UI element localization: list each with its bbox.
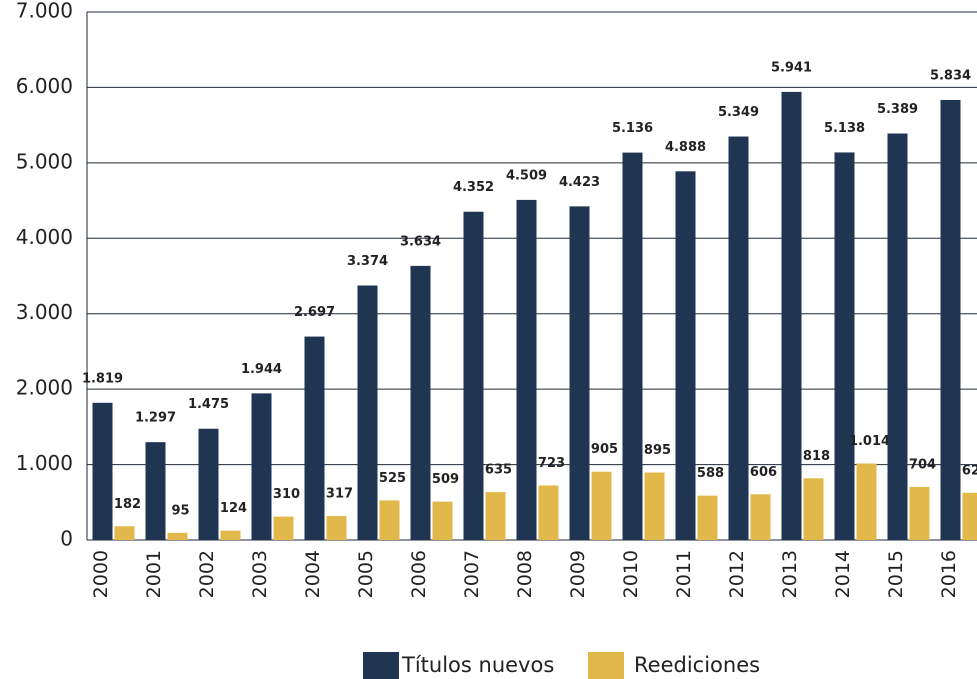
bar [410, 265, 431, 540]
x-tick-label: 2007 [461, 550, 483, 598]
bar [304, 336, 325, 540]
value-label: 182 [114, 497, 141, 512]
x-tick-label: 2008 [514, 550, 536, 598]
value-label: 124 [220, 501, 247, 516]
x-tick-label: 2009 [567, 550, 589, 598]
x-tick-label: 2001 [143, 550, 165, 598]
y-tick-label: 0 [60, 527, 73, 551]
bar [485, 492, 506, 540]
x-tick-label: 2006 [408, 550, 430, 598]
bar [379, 500, 400, 540]
bar [834, 152, 855, 540]
value-label: 4.352 [453, 180, 494, 195]
bar [697, 495, 718, 540]
value-label: 4.423 [559, 175, 600, 190]
value-label: 704 [909, 457, 936, 472]
x-tick-label: 2004 [302, 550, 324, 598]
bar [569, 206, 590, 540]
legend-swatch [588, 652, 624, 679]
value-label: 723 [538, 456, 565, 471]
value-label: 1.475 [188, 397, 229, 412]
bar [357, 285, 378, 540]
value-label: 3.374 [347, 254, 388, 269]
y-tick-label: 6.000 [16, 74, 73, 98]
bar [887, 133, 908, 540]
x-tick-label: 2011 [673, 550, 695, 598]
value-label: 895 [644, 443, 671, 458]
value-label: 317 [326, 487, 353, 502]
bar [622, 152, 643, 540]
value-label: 1.014 [849, 434, 890, 449]
value-label: 5.389 [877, 102, 918, 117]
bar [728, 136, 749, 540]
value-label: 3.634 [400, 234, 441, 249]
value-label: 5.136 [612, 121, 653, 136]
value-label: 5.349 [718, 105, 759, 120]
bar [92, 402, 113, 540]
x-tick-label: 2015 [885, 550, 907, 598]
value-label: 5.941 [771, 60, 812, 75]
x-tick-label: 2014 [832, 550, 854, 598]
bar [145, 442, 166, 540]
value-label: 5.138 [824, 121, 865, 136]
value-label: 1.819 [82, 371, 123, 386]
bar [516, 199, 537, 540]
bar [644, 472, 665, 540]
value-label: 1.944 [241, 362, 282, 377]
bar [432, 501, 453, 540]
value-label: 4.888 [665, 140, 706, 155]
bar [463, 211, 484, 540]
bar [538, 485, 559, 540]
y-tick-label: 7.000 [16, 0, 73, 23]
bar [198, 428, 219, 540]
x-tick-label: 2013 [779, 550, 801, 598]
y-tick-label: 4.000 [16, 225, 73, 249]
bar [781, 91, 802, 541]
value-label: 818 [803, 449, 830, 464]
value-label: 525 [379, 471, 406, 486]
bar [591, 471, 612, 540]
y-tick-label: 2.000 [16, 376, 73, 400]
value-label: 4.509 [506, 168, 547, 183]
bar [675, 171, 696, 540]
y-tick-label: 5.000 [16, 149, 73, 173]
y-tick-label: 1.000 [16, 451, 73, 475]
value-label: 635 [485, 463, 512, 478]
x-tick-label: 2012 [726, 550, 748, 598]
x-tick-label: 2000 [90, 550, 112, 598]
bar [251, 393, 272, 540]
value-label: 2.697 [294, 305, 335, 320]
bar [167, 532, 188, 540]
bar [750, 494, 771, 540]
value-label: 509 [432, 472, 459, 487]
bar [856, 463, 877, 540]
x-tick-label: 2005 [355, 550, 377, 598]
value-label: 5.834 [930, 68, 971, 83]
value-label: 1.297 [135, 411, 176, 426]
bar [803, 478, 824, 540]
bar [909, 486, 930, 540]
value-label: 606 [750, 465, 777, 480]
bar [273, 516, 294, 540]
bar [962, 492, 977, 540]
legend-label: Títulos nuevos [401, 653, 554, 677]
value-label: 95 [171, 503, 189, 518]
legend-swatch [363, 652, 399, 679]
bar [114, 526, 135, 540]
x-tick-label: 2003 [249, 550, 271, 598]
value-label: 588 [697, 466, 724, 481]
legend-label: Reediciones [634, 653, 760, 677]
x-tick-label: 2016 [938, 550, 960, 598]
value-label: 905 [591, 442, 618, 457]
bar [326, 516, 347, 540]
x-tick-label: 2002 [196, 550, 218, 598]
x-tick-label: 2010 [620, 550, 642, 598]
value-label: 310 [273, 487, 300, 502]
bar [220, 530, 241, 540]
value-label: 626 [962, 463, 977, 478]
bar [940, 99, 961, 541]
y-tick-label: 3.000 [16, 300, 73, 324]
